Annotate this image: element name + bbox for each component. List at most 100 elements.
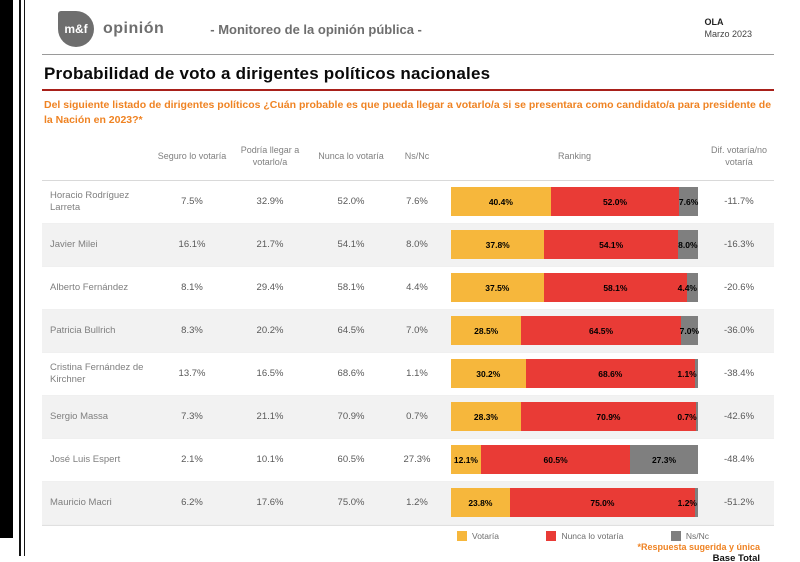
brand-name: opinión xyxy=(103,20,165,37)
value-nunca-lo-votaria: 60.5% xyxy=(337,454,365,466)
bar-segment-ns-nc: 7.6% xyxy=(678,187,699,217)
value-ns-nc: 1.2% xyxy=(406,497,428,509)
politician-name: Mauricio Macri xyxy=(50,496,112,508)
value-podria-llegar-a-votarlo: 10.1% xyxy=(256,454,284,466)
table-row: Sergio Massa 7.3% 21.1% 70.9% 0.7% 28.3%… xyxy=(42,395,774,439)
bar-segment-label: 7.6% xyxy=(678,196,699,207)
bar-segment-nunca-lo-votaria: 52.0% xyxy=(550,187,680,217)
value-seguro-lo-votaria: 6.2% xyxy=(181,497,203,509)
value-ns-nc: 1.1% xyxy=(406,368,428,380)
col-header-ranking: Ranking xyxy=(557,151,592,161)
legend-swatch-votaria xyxy=(457,530,467,541)
chart-legend: Votaría Nunca lo votaría Ns/Nc xyxy=(457,530,709,541)
title-underline xyxy=(42,89,774,91)
table-row: Mauricio Macri 6.2% 17.6% 75.0% 1.2% 23.… xyxy=(42,481,774,525)
table-body: Horacio Rodríguez Larreta 7.5% 32.9% 52.… xyxy=(42,181,774,526)
value-nunca-lo-votaria: 58.1% xyxy=(337,282,365,294)
col-header-dif-votaria-no-votaria: Dif. votaría/no votaría xyxy=(710,145,768,167)
bar-segment-label: 37.8% xyxy=(485,239,510,250)
stacked-bar: 28.3% 70.9% 0.7% xyxy=(451,402,698,432)
ranking-bar: 28.3% 70.9% 0.7% xyxy=(445,402,704,432)
header-divider xyxy=(42,54,774,55)
bar-segment-votaria: 28.5% xyxy=(451,316,522,346)
bar-segment-label: 8.0% xyxy=(678,239,698,250)
value-nunca-lo-votaria: 52.0% xyxy=(337,196,365,208)
page-title: Probabilidad de voto a dirigentes políti… xyxy=(44,64,491,83)
bar-segment-label: 7.0% xyxy=(679,325,700,336)
bar-segment-ns-nc: 7.0% xyxy=(679,316,700,346)
value-podria-llegar-a-votarlo: 20.2% xyxy=(256,325,284,337)
politician-name: Sergio Massa xyxy=(50,410,109,422)
bar-segment-ns-nc: 27.3% xyxy=(630,445,698,475)
legend-item-votaria: Votaría xyxy=(457,530,499,541)
mf-logo-text: m&f xyxy=(64,22,88,36)
bar-segment-label: 70.9% xyxy=(596,411,621,422)
value-nunca-lo-votaria: 64.5% xyxy=(337,325,365,337)
col-header-ns-nc: Ns/Nc xyxy=(404,151,430,161)
value-podria-llegar-a-votarlo: 21.7% xyxy=(256,239,284,251)
wave-label: OLA xyxy=(704,17,724,28)
value-dif-votaria-no-votaria: -42.6% xyxy=(723,411,755,423)
value-podria-llegar-a-votarlo: 29.4% xyxy=(256,282,284,294)
bar-segment-label: 30.2% xyxy=(476,368,501,379)
bar-segment-nunca-lo-votaria: 68.6% xyxy=(525,359,696,389)
header-subtitle: - Monitoreo de la opinión pública - xyxy=(210,21,422,37)
bar-segment-label: 75.0% xyxy=(590,497,615,508)
stacked-bar: 37.8% 54.1% 8.0% xyxy=(451,230,698,260)
bar-segment-ns-nc: 1.2% xyxy=(678,488,698,518)
bar-segment-nunca-lo-votaria: 58.1% xyxy=(543,273,688,303)
legend-item-ns-nc: Ns/Nc xyxy=(670,530,709,541)
left-vertical-line-2 xyxy=(24,0,25,556)
bar-segment-label: 54.1% xyxy=(599,239,624,250)
legend-label: Votaría xyxy=(472,530,499,541)
bar-segment-label: 37.5% xyxy=(485,282,510,293)
value-ns-nc: 7.6% xyxy=(406,196,428,208)
bar-segment-votaria: 30.2% xyxy=(451,359,526,389)
footnote-suggested-answer: *Respuesta sugerida y única xyxy=(637,541,760,552)
value-ns-nc: 8.0% xyxy=(406,239,428,251)
bar-segment-nunca-lo-votaria: 60.5% xyxy=(480,445,631,475)
value-dif-votaria-no-votaria: -38.4% xyxy=(723,368,755,380)
base-total-label: Base Total xyxy=(712,553,760,562)
col-header-podria-llegar-a-votarlo: Podría llegar a votarlo/a xyxy=(240,145,300,167)
bar-segment-label: 1.1% xyxy=(677,368,697,379)
ranking-bar: 37.5% 58.1% 4.4% xyxy=(445,273,704,303)
bar-segment-votaria: 28.3% xyxy=(451,402,521,432)
table-row: Alberto Fernández 8.1% 29.4% 58.1% 4.4% … xyxy=(42,267,774,310)
politician-name: Horacio Rodríguez Larreta xyxy=(50,190,130,213)
value-nunca-lo-votaria: 75.0% xyxy=(337,497,365,509)
bar-segment-label: 27.3% xyxy=(651,454,677,465)
bar-segment-label: 4.4% xyxy=(677,282,697,293)
bar-segment-nunca-lo-votaria: 54.1% xyxy=(544,230,678,260)
footnotes: *Respuesta sugerida y única Base Total xyxy=(42,542,774,562)
value-podria-llegar-a-votarlo: 32.9% xyxy=(256,196,284,208)
mf-logo: m&f xyxy=(58,11,94,47)
survey-question: Del siguiente listado de dirigentes polí… xyxy=(44,99,772,126)
legend-swatch-ns-nc xyxy=(670,530,681,541)
value-seguro-lo-votaria: 8.1% xyxy=(181,282,203,294)
value-nunca-lo-votaria: 68.6% xyxy=(337,368,365,380)
bar-segment-votaria: 23.8% xyxy=(451,488,510,518)
bar-segment-ns-nc: 4.4% xyxy=(678,273,698,303)
table-header-row: Seguro lo votaría Podría llegar a votarl… xyxy=(42,135,774,181)
left-black-strip xyxy=(0,0,13,538)
legend-item-nunca-lo-votaria: Nunca lo votaría xyxy=(546,530,624,541)
value-ns-nc: 0.7% xyxy=(406,411,428,423)
legend-label: Nunca lo votaría xyxy=(561,530,624,541)
value-nunca-lo-votaria: 70.9% xyxy=(337,411,365,423)
bar-segment-label: 28.5% xyxy=(474,325,499,336)
wave-date: Marzo 2023 xyxy=(704,29,752,39)
value-dif-votaria-no-votaria: -36.0% xyxy=(723,325,755,337)
value-seguro-lo-votaria: 2.1% xyxy=(181,454,203,466)
politician-name: José Luis Espert xyxy=(50,453,121,465)
bar-segment-nunca-lo-votaria: 64.5% xyxy=(521,316,681,346)
politician-name: Alberto Fernández xyxy=(50,281,129,293)
value-dif-votaria-no-votaria: -51.2% xyxy=(723,497,755,509)
stacked-bar: 23.8% 75.0% 1.2% xyxy=(451,488,698,518)
value-podria-llegar-a-votarlo: 17.6% xyxy=(256,497,284,509)
bar-segment-label: 52.0% xyxy=(602,196,628,207)
table-row: Patricia Bullrich 8.3% 20.2% 64.5% 7.0% … xyxy=(42,309,774,353)
politician-name: Cristina Fernández de Kirchner xyxy=(50,362,144,385)
value-seguro-lo-votaria: 7.5% xyxy=(181,196,203,208)
